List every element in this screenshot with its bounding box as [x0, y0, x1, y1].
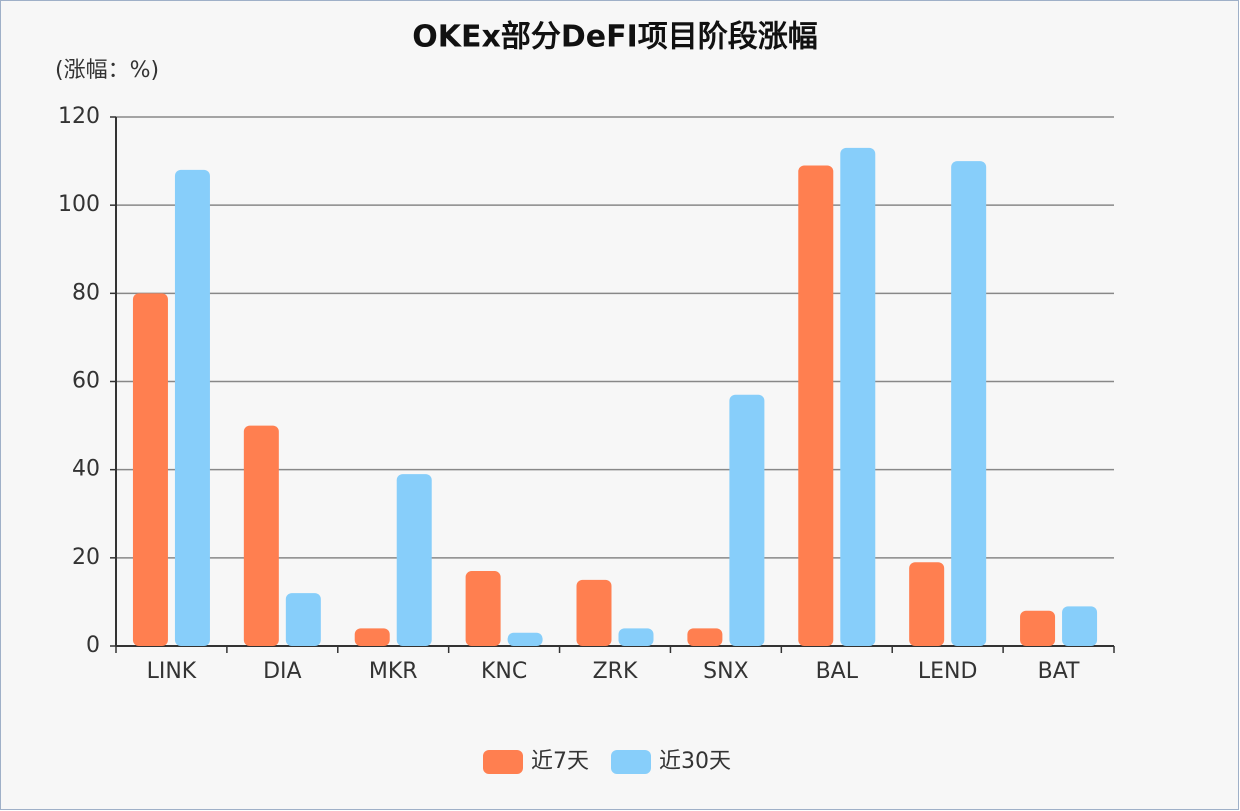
- bar: [243, 425, 279, 646]
- bar: [729, 394, 765, 646]
- bar: [507, 632, 543, 646]
- bar: [1020, 610, 1056, 646]
- legend-label[interactable]: 近7天: [531, 749, 589, 774]
- y-tick-label: 20: [72, 545, 100, 570]
- x-tick-label: BAT: [1038, 659, 1080, 684]
- x-tick-label: SNX: [703, 659, 749, 684]
- bar: [798, 165, 834, 646]
- bar: [396, 474, 432, 646]
- legend-swatch[interactable]: [483, 750, 523, 774]
- bar: [840, 147, 876, 646]
- y-tick-label: 100: [58, 192, 100, 217]
- bar: [465, 571, 501, 646]
- x-tick-label: DIA: [263, 659, 301, 684]
- x-tick-label: BAL: [816, 659, 859, 684]
- bar: [132, 293, 168, 646]
- y-tick-label: 0: [86, 633, 100, 658]
- x-tick-label: LINK: [147, 659, 197, 684]
- bar: [1062, 606, 1098, 646]
- x-tick-label: KNC: [481, 659, 527, 684]
- chart-title: OKEx部分DeFI项目阶段涨幅: [412, 20, 818, 55]
- y-tick-label: 60: [72, 369, 100, 394]
- bar: [285, 593, 321, 646]
- y-tick-label: 40: [72, 457, 100, 482]
- y-tick-label: 80: [72, 280, 100, 305]
- bar: [576, 579, 612, 646]
- x-tick-label: LEND: [918, 659, 978, 684]
- y-tick-label: 120: [58, 104, 100, 129]
- legend-swatch[interactable]: [611, 750, 651, 774]
- bar: [687, 628, 723, 646]
- bar: [618, 628, 654, 646]
- bar: [951, 161, 987, 647]
- y-axis-label: (涨幅：%): [55, 58, 159, 83]
- bar: [354, 628, 390, 646]
- bar: [174, 169, 210, 646]
- bar: [909, 562, 945, 646]
- x-tick-label: ZRK: [593, 659, 638, 684]
- legend-label[interactable]: 近30天: [659, 749, 731, 774]
- x-tick-label: MKR: [369, 659, 418, 684]
